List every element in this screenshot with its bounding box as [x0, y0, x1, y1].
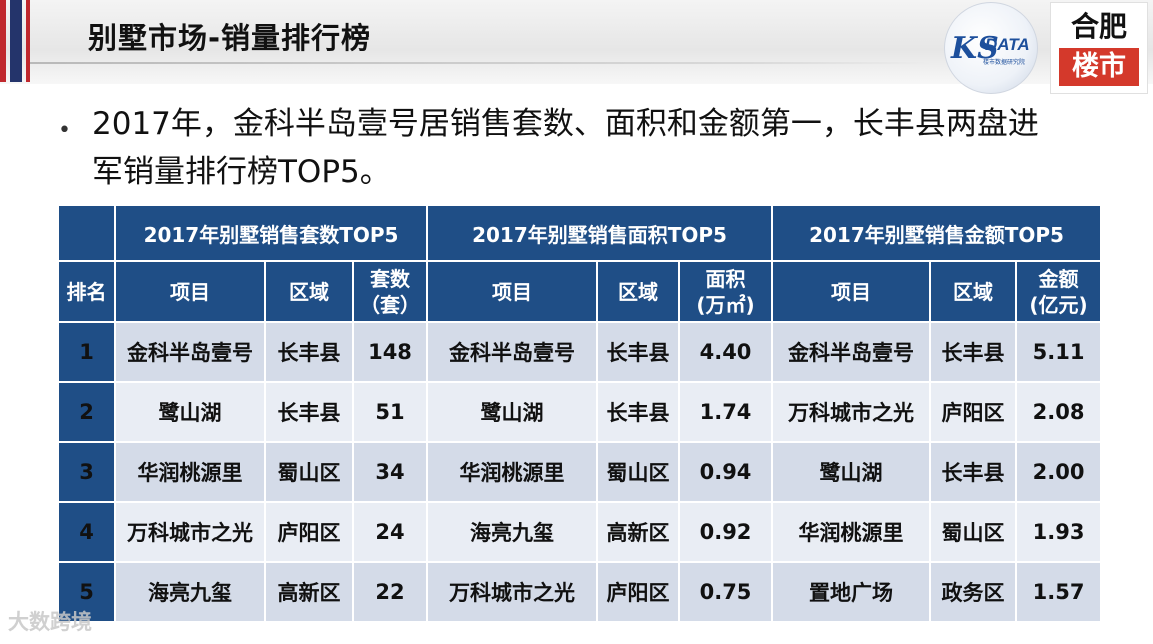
- column-header-amount: 金额 (亿元): [1015, 260, 1103, 323]
- accent-stripe: [26, 0, 30, 82]
- watermark: 大数跨境: [8, 610, 92, 634]
- rank-cell: 4: [57, 501, 116, 563]
- district-cell: 高新区: [264, 561, 354, 623]
- project-cell: 鹭山湖: [426, 381, 599, 443]
- bullet-icon: •: [58, 118, 71, 143]
- project-cell: 万科城市之光: [771, 381, 932, 443]
- district-cell: 长丰县: [264, 321, 354, 383]
- project-cell: 华润桃源里: [426, 441, 599, 503]
- column-header-project: 项目: [426, 260, 599, 323]
- logo-top-text: 合肥: [1070, 10, 1127, 43]
- column-header-district: 区域: [264, 260, 354, 323]
- column-header-space: 面积 (万㎡): [678, 260, 774, 323]
- group-header-area: 2017年别墅销售面积TOP5: [426, 204, 774, 262]
- group-header-units: 2017年别墅销售套数TOP5: [113, 204, 429, 262]
- table-group-header-row: 2017年别墅销售套数TOP5 2017年别墅销售面积TOP5 2017年别墅销…: [57, 204, 1103, 262]
- project-cell: 金科半岛壹号: [426, 321, 599, 383]
- table-row: 3 华润桃源里 蜀山区 34 华润桃源里 蜀山区 0.94 鹭山湖 长丰县 2.…: [57, 441, 1103, 503]
- space-cell: 0.94: [678, 441, 774, 503]
- project-cell: 万科城市之光: [426, 561, 599, 623]
- rank-cell: 3: [57, 441, 116, 503]
- logo-mark: KS: [951, 31, 999, 66]
- bullet-point: 2017年，金科半岛壹号居销售套数、面积和金额第一，长丰县两盘进 军销量排行榜T…: [92, 100, 1112, 196]
- space-cell: 0.75: [678, 561, 774, 623]
- column-header-project: 项目: [771, 260, 932, 323]
- hefei-loushi-logo: 合肥 楼市: [1050, 2, 1148, 94]
- column-header-project: 项目: [114, 260, 266, 323]
- amount-cell: 2.00: [1015, 441, 1103, 503]
- project-cell: 华润桃源里: [771, 501, 932, 563]
- project-cell: 鹭山湖: [771, 441, 932, 503]
- column-header-district: 区域: [596, 260, 681, 323]
- units-cell: 24: [351, 501, 429, 563]
- space-cell: 4.40: [678, 321, 774, 383]
- table-column-header-row: 排名 项目 区域 套数 （套） 项目 区域 面积 (万㎡) 项目 区域 金额 (亿元): [57, 260, 1103, 323]
- amount-cell: 1.57: [1015, 561, 1103, 623]
- ks-data-logo: KS DATA 楼市数据研究院: [944, 2, 1038, 94]
- space-cell: 0.92: [678, 501, 774, 563]
- district-cell: 庐阳区: [264, 501, 354, 563]
- logo-subtitle: 楼市数据研究院: [983, 59, 1026, 66]
- project-cell: 万科城市之光: [114, 501, 266, 563]
- table-row: 5 海亮九玺 高新区 22 万科城市之光 庐阳区 0.75 置地广场 政务区 1…: [57, 561, 1103, 623]
- header-cell-empty: [57, 204, 116, 262]
- column-header-units: 套数 （套）: [351, 260, 429, 323]
- district-cell: 高新区: [596, 501, 681, 563]
- project-cell: 海亮九玺: [426, 501, 599, 563]
- table-row: 2 鹭山湖 长丰县 51 鹭山湖 长丰县 1.74 万科城市之光 庐阳区 2.0…: [57, 381, 1103, 443]
- units-cell: 148: [351, 321, 429, 383]
- group-header-amount: 2017年别墅销售金额TOP5: [771, 204, 1103, 262]
- project-cell: 海亮九玺: [114, 561, 266, 623]
- rank-cell: 5: [57, 561, 116, 623]
- district-cell: 长丰县: [929, 321, 1018, 383]
- project-cell: 华润桃源里: [114, 441, 266, 503]
- bullet-line: 军销量排行榜TOP5。: [92, 154, 391, 190]
- logo-bottom-text: 楼市: [1059, 48, 1139, 86]
- district-cell: 蜀山区: [929, 501, 1018, 563]
- units-cell: 22: [351, 561, 429, 623]
- project-cell: 鹭山湖: [114, 381, 266, 443]
- district-cell: 政务区: [929, 561, 1018, 623]
- table-row: 4 万科城市之光 庐阳区 24 海亮九玺 高新区 0.92 华润桃源里 蜀山区 …: [57, 501, 1103, 563]
- page-title: 别墅市场-销量排行榜: [88, 21, 372, 55]
- district-cell: 长丰县: [264, 381, 354, 443]
- project-cell: 金科半岛壹号: [771, 321, 932, 383]
- column-header-district: 区域: [929, 260, 1018, 323]
- accent-stripe: [0, 0, 6, 82]
- project-cell: 金科半岛壹号: [114, 321, 266, 383]
- rank-cell: 2: [57, 381, 116, 443]
- district-cell: 蜀山区: [596, 441, 681, 503]
- column-header-rank: 排名: [57, 260, 116, 323]
- accent-stripe: [10, 0, 22, 82]
- logo-text: DATA: [985, 35, 1030, 54]
- amount-cell: 1.93: [1015, 501, 1103, 563]
- district-cell: 庐阳区: [929, 381, 1018, 443]
- ranking-table: 2017年别墅销售套数TOP5 2017年别墅销售面积TOP5 2017年别墅销…: [57, 204, 1103, 623]
- district-cell: 长丰县: [596, 321, 681, 383]
- amount-cell: 2.08: [1015, 381, 1103, 443]
- district-cell: 长丰县: [596, 381, 681, 443]
- amount-cell: 5.11: [1015, 321, 1103, 383]
- district-cell: 庐阳区: [596, 561, 681, 623]
- district-cell: 长丰县: [929, 441, 1018, 503]
- space-cell: 1.74: [678, 381, 774, 443]
- district-cell: 蜀山区: [264, 441, 354, 503]
- units-cell: 34: [351, 441, 429, 503]
- units-cell: 51: [351, 381, 429, 443]
- rank-cell: 1: [57, 321, 116, 383]
- table-row: 1 金科半岛壹号 长丰县 148 金科半岛壹号 长丰县 4.40 金科半岛壹号 …: [57, 321, 1103, 383]
- bullet-line: 2017年，金科半岛壹号居销售套数、面积和金额第一，长丰县两盘进: [92, 106, 1039, 142]
- title-divider: [30, 62, 930, 64]
- project-cell: 置地广场: [771, 561, 932, 623]
